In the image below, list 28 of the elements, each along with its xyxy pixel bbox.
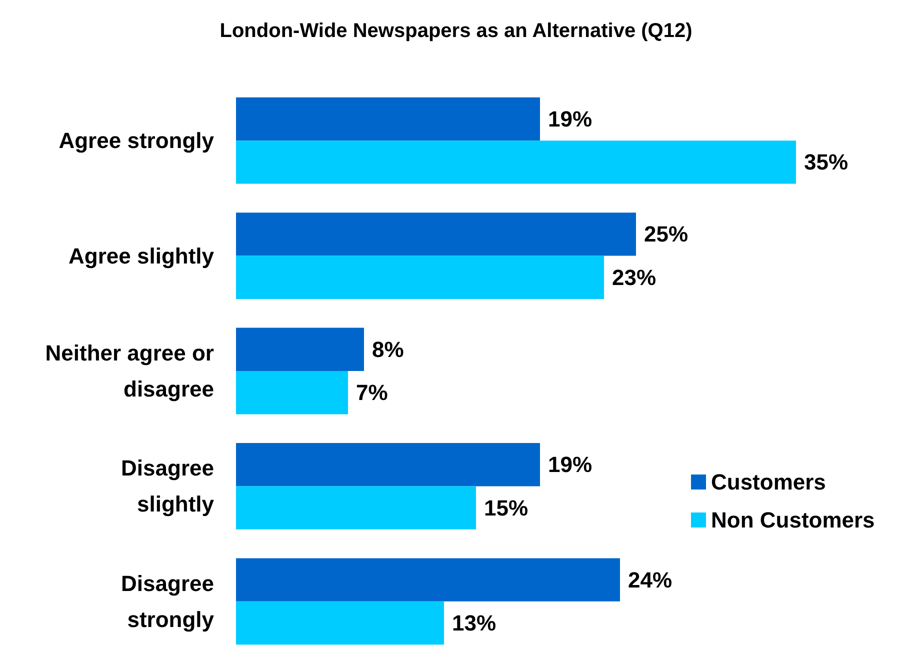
chart-title: London-Wide Newspapers as an Alternative (Q12) bbox=[220, 20, 692, 42]
y-tick-label: Agree strongly bbox=[58, 128, 215, 154]
bar bbox=[236, 256, 604, 299]
data-label: 25% bbox=[644, 222, 688, 247]
data-label: 35% bbox=[804, 150, 848, 175]
y-tick-label: Neither agree or disagree bbox=[45, 340, 214, 402]
data-label: 24% bbox=[628, 567, 672, 592]
bar bbox=[236, 212, 636, 256]
bar bbox=[236, 443, 540, 486]
y-tick-label: Agree slightly bbox=[68, 243, 215, 268]
bar bbox=[236, 97, 540, 141]
data-label: 19% bbox=[548, 106, 592, 132]
data-label: 15% bbox=[484, 495, 528, 520]
data-label: 19% bbox=[548, 452, 592, 478]
legend-label: Customers bbox=[711, 470, 826, 494]
y-tick-label: Disagree strongly bbox=[121, 570, 215, 632]
data-label: 8% bbox=[372, 336, 404, 362]
data-label: 13% bbox=[452, 610, 496, 636]
legend-label: Non Customers bbox=[711, 508, 875, 532]
bar bbox=[236, 486, 476, 530]
bar bbox=[236, 558, 620, 602]
bar bbox=[236, 140, 796, 184]
bar bbox=[236, 601, 444, 645]
bar bbox=[236, 371, 348, 414]
y-tick-label: Disagree slightly bbox=[121, 456, 215, 517]
data-label: 23% bbox=[612, 264, 656, 290]
data-label: 7% bbox=[356, 380, 388, 406]
bar bbox=[236, 328, 364, 371]
